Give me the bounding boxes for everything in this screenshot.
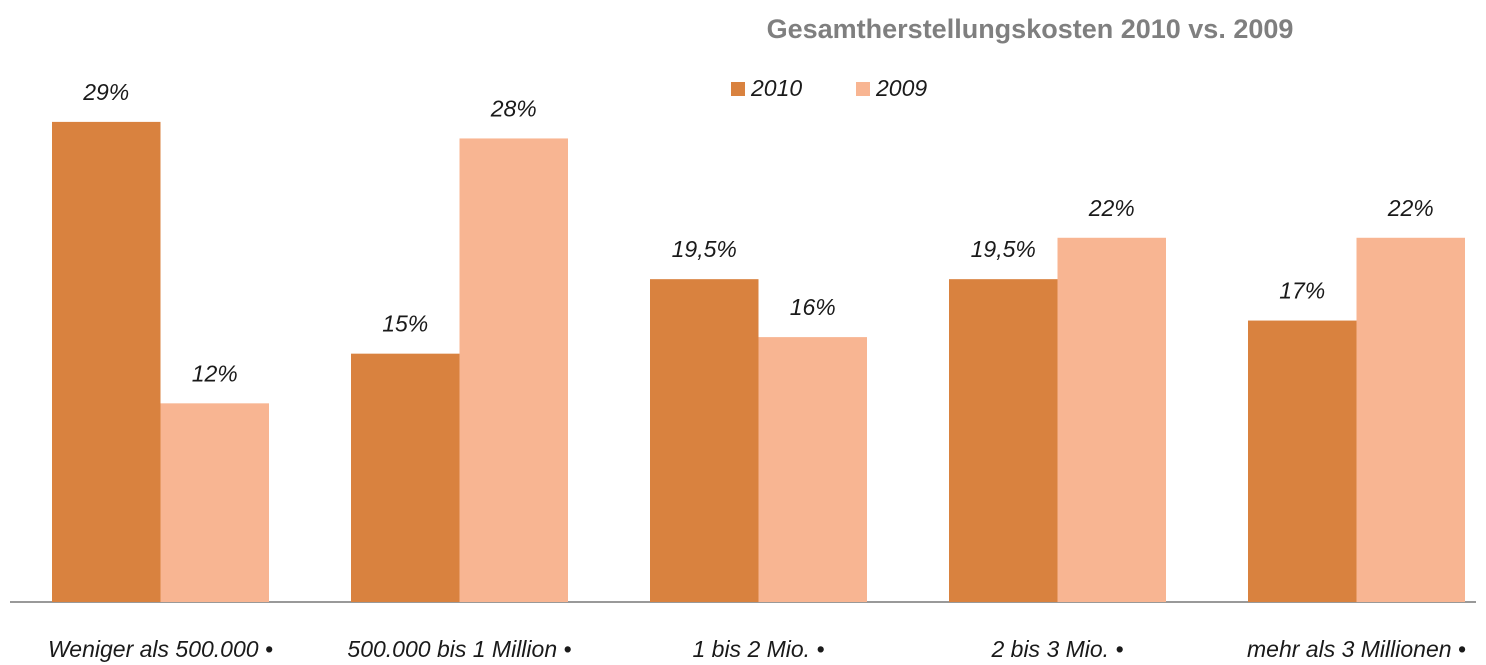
bar	[459, 138, 568, 602]
data-label: 28%	[490, 96, 537, 122]
bar	[1057, 237, 1166, 602]
chart-title: Gesamtherstellungskosten 2010 vs. 2009	[767, 14, 1294, 44]
data-label: 29%	[82, 79, 129, 105]
data-label: 16%	[790, 294, 836, 320]
data-label: 17%	[1279, 278, 1325, 304]
data-label: 15%	[382, 311, 428, 337]
x-tick-label: mehr als 3 Millionen •	[1247, 636, 1466, 662]
x-tick-label: 1 bis 2 Mio. •	[692, 636, 824, 662]
bar	[1248, 320, 1357, 602]
bar	[1356, 237, 1465, 602]
data-label: 19,5%	[971, 236, 1036, 262]
bar	[52, 121, 161, 602]
legend-swatch	[856, 82, 870, 96]
bar	[949, 279, 1058, 602]
x-tick-label: Weniger als 500.000 •	[48, 636, 273, 662]
legend-swatch	[731, 82, 745, 96]
legend-label: 2009	[875, 75, 927, 101]
x-tick-label: 2 bis 3 Mio. •	[990, 636, 1123, 662]
bar	[351, 353, 460, 602]
bar	[758, 337, 867, 602]
data-label: 22%	[1088, 195, 1135, 221]
data-label: 12%	[192, 360, 238, 386]
bar	[650, 279, 759, 602]
data-label: 22%	[1387, 195, 1434, 221]
data-label: 19,5%	[672, 236, 737, 262]
legend-label: 2010	[750, 75, 802, 101]
bar	[160, 403, 269, 602]
x-tick-label: 500.000 bis 1 Million •	[347, 636, 571, 662]
